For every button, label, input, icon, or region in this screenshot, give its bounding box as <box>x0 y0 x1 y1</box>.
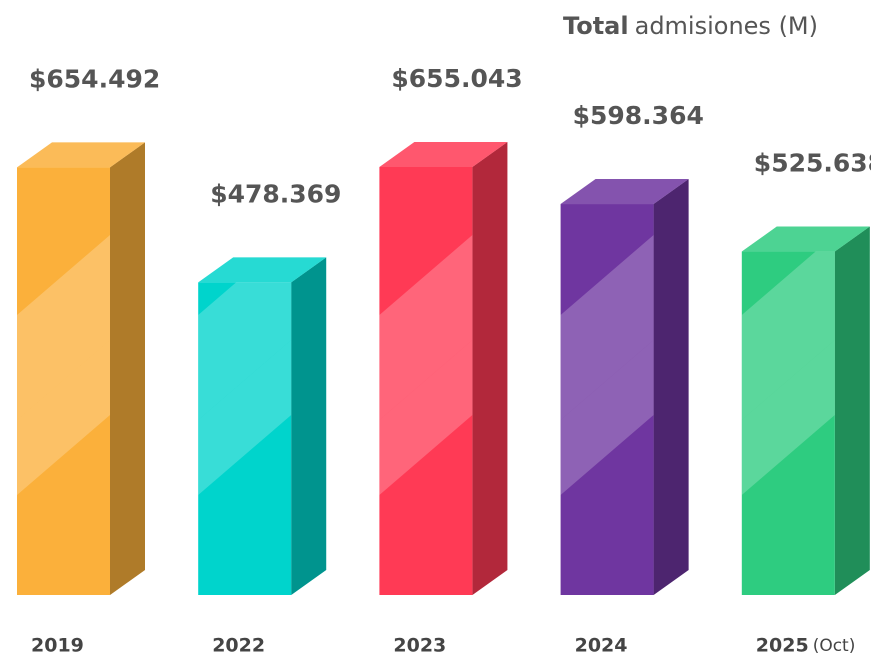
bar-group <box>741 226 870 595</box>
bar <box>198 282 292 595</box>
bar-top <box>560 179 689 205</box>
bar-group <box>17 142 145 595</box>
x-tick-label: 2019 <box>31 635 84 657</box>
bar-group <box>198 257 327 595</box>
value-label: $598.364 <box>573 101 704 130</box>
value-label: $525.638 <box>754 149 871 178</box>
x-tick-label: 2023 <box>393 635 446 657</box>
bar-top-light <box>560 179 689 205</box>
bar-top-light <box>379 142 508 167</box>
value-label: $654.492 <box>29 64 160 93</box>
value-label: $655.043 <box>391 64 522 93</box>
bar-side <box>653 179 689 595</box>
bar-stripe <box>379 235 473 420</box>
bar-top-light <box>17 142 145 168</box>
bar-stripe <box>560 235 654 420</box>
bar <box>741 251 835 595</box>
bar-top <box>379 142 508 167</box>
x-tick-label: 2022 <box>212 635 265 657</box>
bar-side-shade <box>110 142 145 595</box>
bar-stripe <box>17 235 110 420</box>
bar-stripe <box>741 251 835 420</box>
bar-stripe <box>198 340 292 495</box>
bar-stripe <box>741 340 835 495</box>
bar-group <box>560 179 689 595</box>
bar-top-light <box>198 257 327 283</box>
bar-stripe <box>379 340 473 495</box>
bar <box>560 204 654 595</box>
title-rest: admisiones (M) <box>635 12 818 40</box>
bar-stripe <box>560 340 654 495</box>
bar-side-shade <box>291 257 327 595</box>
bar-top <box>741 226 870 252</box>
bar-stripe <box>198 282 292 420</box>
bar-group <box>379 142 508 595</box>
bar-top-light <box>741 226 870 252</box>
bar <box>379 167 473 595</box>
bar-side <box>291 257 327 595</box>
bar <box>17 167 110 595</box>
bar-side <box>110 142 145 595</box>
bar-top <box>17 142 145 168</box>
value-label: $478.369 <box>210 179 341 208</box>
bar-side <box>834 226 870 595</box>
bar-top <box>198 257 327 283</box>
bar-side-shade <box>472 142 508 595</box>
bar-side-shade <box>653 179 689 595</box>
chart-title: Total admisiones (M) <box>563 12 818 40</box>
bar-side <box>472 142 508 595</box>
bar-stripe <box>17 340 110 495</box>
title-bold: Total <box>563 12 629 40</box>
x-tick-label: 2024 <box>575 635 628 657</box>
bar-side-shade <box>834 226 870 595</box>
x-tick-label: 2025 <box>756 635 809 657</box>
category-note: (Oct) <box>813 636 856 656</box>
